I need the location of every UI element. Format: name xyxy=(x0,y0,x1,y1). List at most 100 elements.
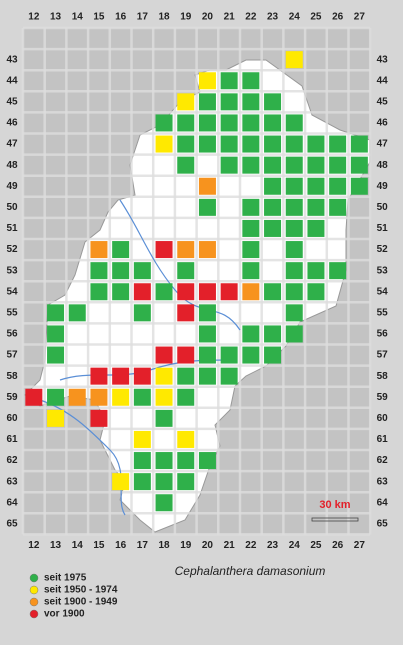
row-label: 45 xyxy=(6,96,18,107)
column-label: 12 xyxy=(28,12,40,23)
record-cell xyxy=(155,135,173,153)
record-cell xyxy=(329,177,347,195)
column-label: 25 xyxy=(310,540,322,551)
record-cell xyxy=(264,198,282,216)
record-cell xyxy=(155,346,173,364)
column-label: 18 xyxy=(158,540,170,551)
record-cell xyxy=(112,367,130,385)
record-cell xyxy=(133,367,151,385)
record-cell xyxy=(177,93,195,111)
column-label: 19 xyxy=(180,12,192,23)
row-label: 47 xyxy=(6,139,18,150)
record-cell xyxy=(177,367,195,385)
row-label: 53 xyxy=(6,265,18,276)
record-cell xyxy=(133,388,151,406)
record-cell xyxy=(285,304,303,322)
record-cell xyxy=(155,367,173,385)
row-label: 62 xyxy=(377,455,389,466)
column-label: 13 xyxy=(50,12,62,23)
row-label: 57 xyxy=(377,350,389,361)
record-cell xyxy=(155,452,173,470)
row-label: 50 xyxy=(6,202,18,213)
row-label: 44 xyxy=(6,75,18,86)
record-cell xyxy=(133,304,151,322)
column-label: 27 xyxy=(354,12,366,23)
record-cell xyxy=(220,346,238,364)
record-cell xyxy=(242,241,260,259)
legend-label: seit 1975 xyxy=(44,573,87,584)
grid-lines xyxy=(21,26,372,536)
record-cell xyxy=(285,114,303,132)
record-cell xyxy=(47,304,65,322)
record-cell xyxy=(264,135,282,153)
record-cell xyxy=(155,409,173,427)
record-cell xyxy=(220,283,238,301)
record-cell xyxy=(242,283,260,301)
record-cell xyxy=(112,262,130,280)
record-cell xyxy=(242,114,260,132)
record-cell xyxy=(133,430,151,448)
record-cell xyxy=(155,388,173,406)
column-label: 15 xyxy=(93,12,105,23)
record-cell xyxy=(198,135,216,153)
record-cell xyxy=(285,262,303,280)
row-label: 65 xyxy=(377,518,389,529)
row-label: 43 xyxy=(377,54,389,65)
record-cell xyxy=(307,283,325,301)
row-label: 58 xyxy=(377,371,389,382)
record-cell xyxy=(68,304,86,322)
row-label: 56 xyxy=(6,329,18,340)
legend-swatch xyxy=(29,609,39,619)
row-label: 60 xyxy=(377,413,389,424)
record-cell xyxy=(198,177,216,195)
record-cell xyxy=(220,114,238,132)
row-label: 64 xyxy=(6,497,18,508)
row-label: 55 xyxy=(6,307,18,318)
record-cell xyxy=(285,325,303,343)
record-cell xyxy=(198,93,216,111)
record-cell xyxy=(198,198,216,216)
record-cell xyxy=(133,473,151,491)
column-label: 27 xyxy=(354,540,366,551)
column-label: 26 xyxy=(332,540,344,551)
record-cell xyxy=(177,346,195,364)
record-cell xyxy=(264,346,282,364)
record-cell xyxy=(264,283,282,301)
record-cell xyxy=(264,219,282,237)
row-label: 60 xyxy=(6,413,18,424)
record-cell xyxy=(198,283,216,301)
record-cell xyxy=(112,473,130,491)
record-cell xyxy=(90,409,108,427)
column-label: 21 xyxy=(224,12,236,23)
row-label: 48 xyxy=(377,160,389,171)
record-cell xyxy=(198,304,216,322)
row-label: 57 xyxy=(6,350,18,361)
row-label: 51 xyxy=(377,223,389,234)
row-label: 46 xyxy=(377,118,389,129)
column-label: 22 xyxy=(245,12,257,23)
record-cell xyxy=(177,262,195,280)
row-label: 44 xyxy=(377,75,389,86)
row-label: 59 xyxy=(6,392,18,403)
column-label: 19 xyxy=(180,540,192,551)
record-cell xyxy=(90,367,108,385)
record-cell xyxy=(285,135,303,153)
record-cell xyxy=(285,241,303,259)
row-label: 43 xyxy=(6,54,18,65)
record-cell xyxy=(242,219,260,237)
record-cell xyxy=(264,156,282,174)
record-cell xyxy=(155,283,173,301)
record-cell xyxy=(350,135,368,153)
record-cell xyxy=(242,346,260,364)
record-cell xyxy=(155,114,173,132)
row-label: 62 xyxy=(6,455,18,466)
row-label: 53 xyxy=(377,265,389,276)
record-cell xyxy=(220,367,238,385)
column-label: 14 xyxy=(72,12,84,23)
record-cell xyxy=(285,51,303,69)
record-cell xyxy=(285,219,303,237)
column-label: 25 xyxy=(310,12,322,23)
record-cell xyxy=(47,409,65,427)
column-label: 13 xyxy=(50,540,62,551)
